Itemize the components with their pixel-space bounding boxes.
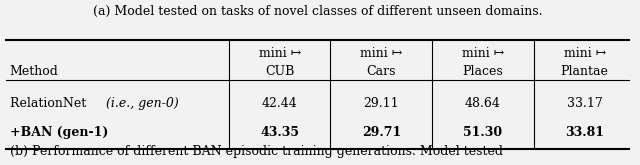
Text: (b) Performance of different BAN episodic training generations. Model tested: (b) Performance of different BAN episodi…	[10, 145, 502, 158]
Text: 43.35: 43.35	[260, 126, 299, 139]
Text: Plantae: Plantae	[561, 65, 609, 78]
Text: (a) Model tested on tasks of novel classes of different unseen domains.: (a) Model tested on tasks of novel class…	[93, 5, 543, 18]
Text: +BAN (gen-1): +BAN (gen-1)	[10, 126, 108, 139]
Text: Cars: Cars	[367, 65, 396, 78]
Text: 29.71: 29.71	[362, 126, 401, 139]
Text: CUB: CUB	[265, 65, 294, 78]
Text: mini ↦: mini ↦	[360, 47, 403, 60]
Text: Method: Method	[10, 65, 58, 78]
Text: 42.44: 42.44	[262, 97, 298, 110]
Text: 48.64: 48.64	[465, 97, 501, 110]
Text: 29.11: 29.11	[364, 97, 399, 110]
Text: mini ↦: mini ↦	[564, 47, 606, 60]
Text: (i.e., gen-0): (i.e., gen-0)	[106, 97, 179, 110]
Text: 33.17: 33.17	[567, 97, 603, 110]
Text: RelationNet: RelationNet	[10, 97, 88, 110]
Text: 51.30: 51.30	[463, 126, 502, 139]
Text: mini ↦: mini ↦	[462, 47, 504, 60]
Text: mini ↦: mini ↦	[259, 47, 301, 60]
Text: 33.81: 33.81	[565, 126, 604, 139]
Text: Places: Places	[463, 65, 504, 78]
